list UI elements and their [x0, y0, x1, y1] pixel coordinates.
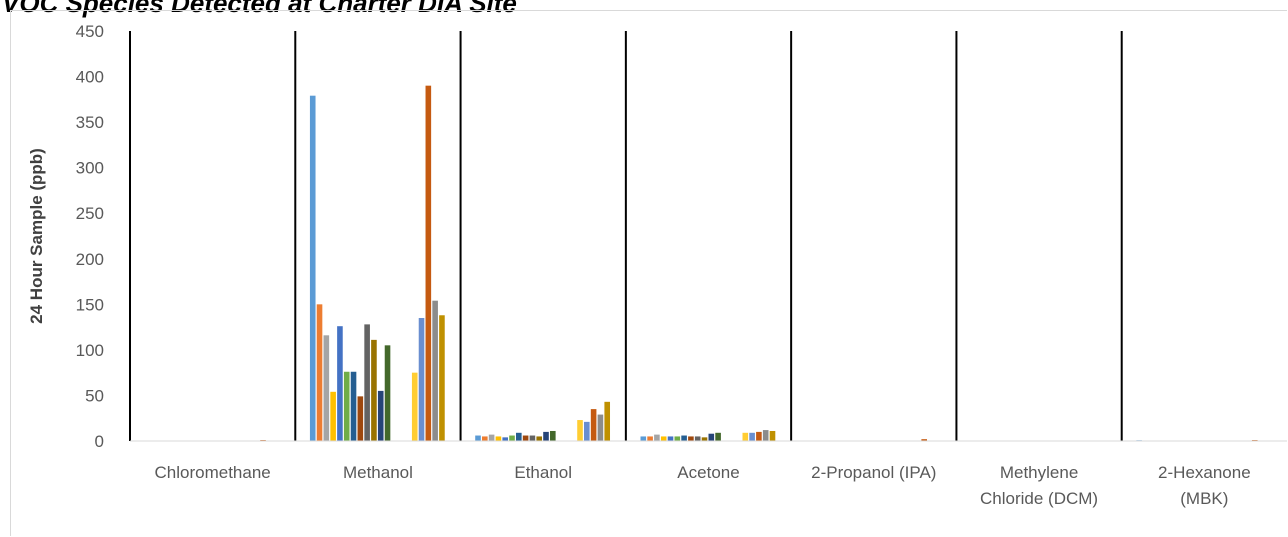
bar [640, 436, 647, 441]
bar [715, 432, 721, 441]
bar [694, 436, 701, 441]
category-label-line: 2-Propanol (IPA) [811, 463, 936, 482]
bar [701, 437, 708, 441]
bar [604, 401, 611, 441]
bar [584, 421, 590, 441]
bar [343, 371, 350, 441]
y-tick-label: 200 [76, 250, 104, 269]
y-tick-label: 100 [76, 341, 104, 360]
bar [350, 371, 357, 441]
bar [550, 430, 556, 441]
category-label: 2-Propanol (IPA) [811, 463, 936, 482]
bar [488, 434, 495, 441]
bar [529, 435, 536, 441]
bar [543, 431, 549, 441]
category-label-line: (MBK) [1180, 489, 1228, 508]
bar [371, 339, 377, 441]
bar [509, 435, 515, 441]
bar [667, 436, 674, 441]
y-tick-labels: 0 50 100 150 200 250 300 350 400 450 [76, 22, 104, 451]
bar [681, 435, 687, 441]
bar [756, 431, 762, 441]
y-tick-label: 450 [76, 22, 104, 41]
category-label-line: Chloride (DCM) [980, 489, 1098, 508]
bar [742, 432, 749, 441]
bar [418, 318, 425, 441]
category-label: Ethanol [514, 463, 572, 482]
category-label: Acetone [677, 463, 739, 482]
bar [357, 396, 364, 441]
bar [660, 436, 667, 441]
category-label-line: Acetone [677, 463, 739, 482]
bar [762, 430, 769, 441]
bar [475, 435, 481, 441]
bar [384, 345, 391, 441]
bar [654, 434, 660, 441]
category-label: Methylene Chloride (DCM) [980, 463, 1098, 508]
chart-frame [10, 10, 1287, 536]
bar [309, 95, 316, 441]
bar [323, 335, 330, 441]
bar [708, 433, 715, 441]
bar [364, 324, 370, 441]
y-tick-label: 350 [76, 113, 104, 132]
y-tick-label: 250 [76, 204, 104, 223]
bar [316, 304, 323, 441]
category-label-line: Methanol [343, 463, 413, 482]
bar [502, 437, 509, 441]
bar [688, 436, 694, 441]
bar [921, 439, 927, 441]
bar [674, 436, 681, 441]
bar [432, 300, 438, 441]
bar [337, 326, 343, 441]
bar [590, 409, 597, 441]
category-dividers [129, 31, 1123, 441]
y-tick-label: 50 [85, 386, 104, 405]
bar [522, 435, 529, 441]
chart-title: VOC Species Detected at Charter DIA Site [2, 0, 517, 18]
bar [439, 315, 445, 441]
bar [769, 430, 776, 441]
bar [749, 432, 755, 441]
category-label: 2-Hexanone (MBK) [1158, 463, 1251, 508]
bar [516, 432, 522, 441]
bar [482, 436, 488, 441]
category-label: Methanol [343, 463, 413, 482]
y-tick-label: 0 [95, 432, 104, 451]
category-label-line: Methylene [1000, 463, 1078, 482]
bar [647, 436, 653, 441]
category-labels: Chloromethane Methanol Ethanol Acetone 2-Pro… [155, 463, 1251, 508]
category-label: Chloromethane [155, 463, 271, 482]
y-tick-label: 150 [76, 295, 104, 314]
y-axis-label-group: 24 Hour Sample (ppb) [27, 148, 46, 324]
category-label-line: Ethanol [514, 463, 572, 482]
y-tick-label: 400 [76, 68, 104, 87]
y-axis-label: 24 Hour Sample (ppb) [27, 148, 46, 324]
bar [495, 436, 502, 441]
bar [577, 420, 583, 441]
bar [597, 414, 604, 441]
category-label-line: 2-Hexanone [1158, 463, 1251, 482]
category-label-line: Chloromethane [155, 463, 271, 482]
bar [377, 390, 384, 441]
y-tick-label: 300 [76, 159, 104, 178]
bars [144, 85, 1272, 442]
bar [330, 391, 336, 441]
bar [411, 372, 418, 441]
bar [536, 436, 543, 441]
bar [425, 85, 432, 442]
